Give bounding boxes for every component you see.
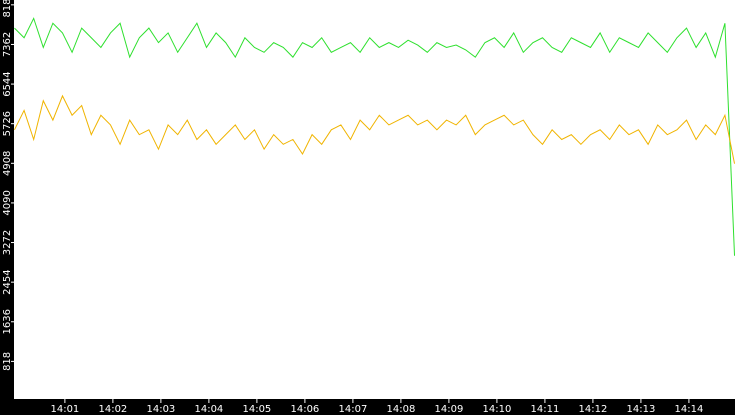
x-axis-strip <box>0 399 735 415</box>
x-tick-label: 14:07 <box>338 404 367 415</box>
x-tick-label: 14:09 <box>434 404 463 415</box>
x-tick-label: 14:03 <box>146 404 175 415</box>
x-tick-label: 14:05 <box>242 404 271 415</box>
x-tick-label: 14:01 <box>50 404 79 415</box>
y-axis-strip <box>0 0 14 415</box>
y-tick-label: 7362 <box>2 32 13 57</box>
y-tick-label: 3272 <box>2 230 13 255</box>
x-tick-label: 14:12 <box>578 404 607 415</box>
series-line <box>14 94 735 164</box>
y-tick-label: 818 <box>2 352 13 371</box>
y-tick-label: 2454 <box>2 269 13 294</box>
x-tick-label: 14:13 <box>627 404 656 415</box>
x-tick-label: 14:14 <box>675 404 704 415</box>
y-tick-label: 4908 <box>2 151 13 176</box>
x-tick-label: 14:11 <box>530 404 559 415</box>
x-tick-label: 14:10 <box>482 404 511 415</box>
y-tick-label: 6544 <box>2 71 13 96</box>
y-tick-label: 1636 <box>2 309 13 334</box>
x-tick-label: 14:04 <box>194 404 223 415</box>
y-tick-label: 5726 <box>2 111 13 136</box>
x-tick-label: 14:02 <box>98 404 127 415</box>
x-tick-label: 14:08 <box>386 404 415 415</box>
y-tick-label: 8180 <box>2 0 13 18</box>
x-tick-label: 14:06 <box>290 404 319 415</box>
series-line <box>14 17 735 256</box>
y-tick-label: 4090 <box>2 190 13 215</box>
